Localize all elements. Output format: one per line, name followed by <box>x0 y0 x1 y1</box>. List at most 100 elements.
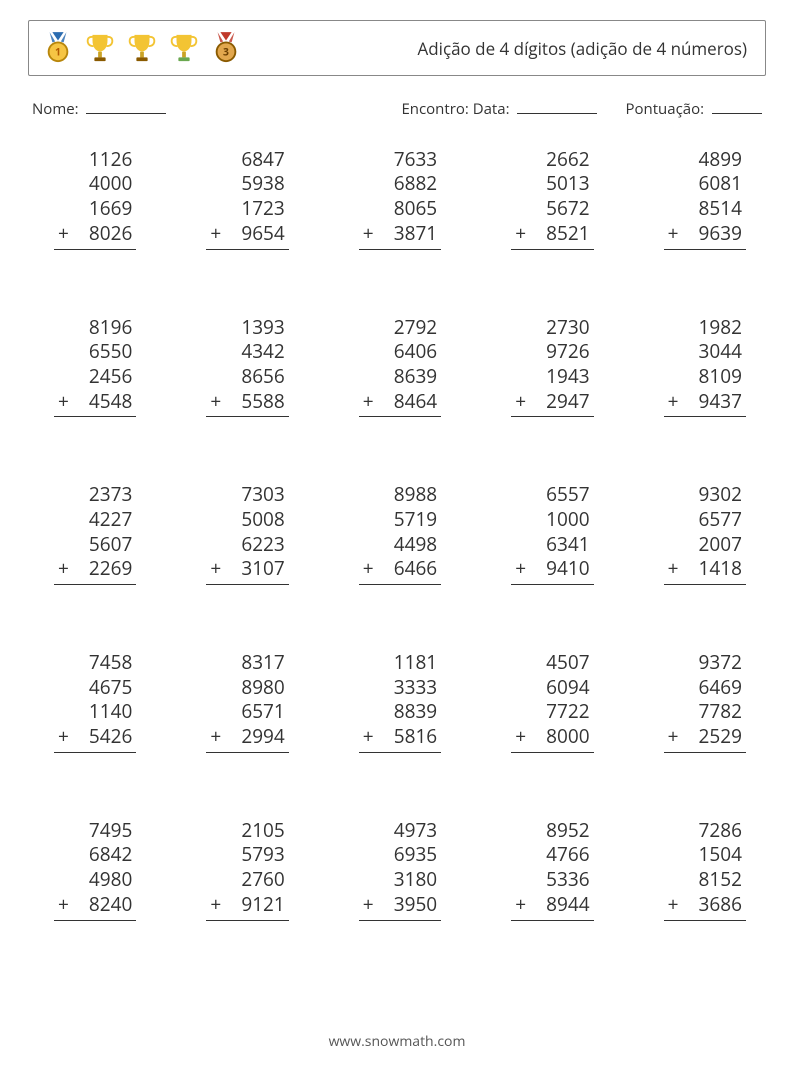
answer-line[interactable] <box>664 752 746 774</box>
addend: 6935 <box>339 842 455 867</box>
addend: 3180 <box>339 867 455 892</box>
addend: 3950 <box>394 892 437 917</box>
addition-problem: 728615048152+3686 <box>644 818 760 942</box>
problems-grid: 112640001669+8026684759381723+9654763368… <box>28 147 766 942</box>
answer-line[interactable] <box>206 752 288 774</box>
addend: 8196 <box>34 315 150 340</box>
plus-sign: + <box>515 556 526 581</box>
answer-line[interactable] <box>359 416 441 438</box>
addend: 6466 <box>394 556 437 581</box>
answer-line[interactable] <box>206 416 288 438</box>
answer-line[interactable] <box>206 249 288 271</box>
addend: 2730 <box>491 315 607 340</box>
answer-line[interactable] <box>511 416 593 438</box>
addend: 7495 <box>34 818 150 843</box>
answer-line[interactable] <box>54 416 136 438</box>
addend: 7303 <box>186 482 302 507</box>
answer-line[interactable] <box>664 249 746 271</box>
answer-line[interactable] <box>664 416 746 438</box>
last-addend-row: +8240 <box>34 892 150 917</box>
plus-sign: + <box>58 221 69 246</box>
plus-sign: + <box>210 389 221 414</box>
plus-sign: + <box>363 389 374 414</box>
plus-sign: + <box>363 892 374 917</box>
addend: 9410 <box>546 556 589 581</box>
name-blank[interactable] <box>86 98 166 114</box>
plus-sign: + <box>363 724 374 749</box>
plus-sign: + <box>58 724 69 749</box>
answer-line[interactable] <box>511 584 593 606</box>
addend: 4342 <box>186 339 302 364</box>
medal-1-icon: 1 <box>43 31 73 65</box>
last-addend-row: +3950 <box>339 892 455 917</box>
answer-line[interactable] <box>359 249 441 271</box>
answer-line[interactable] <box>54 249 136 271</box>
addend: 1982 <box>644 315 760 340</box>
last-addend-row: +9639 <box>644 221 760 246</box>
addend: 8240 <box>89 892 132 917</box>
answer-line[interactable] <box>359 752 441 774</box>
addend: 8639 <box>339 364 455 389</box>
last-addend-row: +3686 <box>644 892 760 917</box>
answer-line[interactable] <box>206 920 288 942</box>
addend: 4548 <box>89 389 132 414</box>
addend: 8317 <box>186 650 302 675</box>
addend: 1723 <box>186 196 302 221</box>
answer-line[interactable] <box>54 752 136 774</box>
answer-line[interactable] <box>54 920 136 942</box>
addition-problem: 895247665336+8944 <box>491 818 607 942</box>
last-addend-row: +3871 <box>339 221 455 246</box>
addend: 1943 <box>491 364 607 389</box>
addition-problem: 279264068639+8464 <box>339 315 455 439</box>
addition-problem: 937264697782+2529 <box>644 650 760 774</box>
plus-sign: + <box>210 556 221 581</box>
answer-line[interactable] <box>359 584 441 606</box>
addend: 6223 <box>186 532 302 557</box>
addend: 4675 <box>34 675 150 700</box>
answer-line[interactable] <box>664 584 746 606</box>
last-addend-row: +5426 <box>34 724 150 749</box>
answer-line[interactable] <box>511 920 593 942</box>
plus-sign: + <box>210 892 221 917</box>
last-addend-row: +2947 <box>491 389 607 414</box>
last-addend-row: +8026 <box>34 221 150 246</box>
answer-line[interactable] <box>359 920 441 942</box>
addend: 6577 <box>644 507 760 532</box>
answer-line[interactable] <box>664 920 746 942</box>
last-addend-row: +5588 <box>186 389 302 414</box>
date-blank[interactable] <box>517 98 597 114</box>
addend: 8514 <box>644 196 760 221</box>
answer-line[interactable] <box>206 584 288 606</box>
addend: 8944 <box>546 892 589 917</box>
addition-problem: 831789806571+2994 <box>186 650 302 774</box>
addition-problem: 898857194498+6466 <box>339 482 455 606</box>
page-title: Adição de 4 dígitos (adição de 4 números… <box>241 37 751 60</box>
addend: 6341 <box>491 532 607 557</box>
answer-line[interactable] <box>54 584 136 606</box>
addend: 8065 <box>339 196 455 221</box>
last-addend-row: +2269 <box>34 556 150 581</box>
addend: 4000 <box>34 171 150 196</box>
addition-problem: 489960818514+9639 <box>644 147 760 271</box>
answer-line[interactable] <box>511 249 593 271</box>
addition-problem: 273097261943+2947 <box>491 315 607 439</box>
addition-problem: 198230448109+9437 <box>644 315 760 439</box>
score-blank[interactable] <box>712 98 762 114</box>
addend: 5013 <box>491 171 607 196</box>
addition-problem: 684759381723+9654 <box>186 147 302 271</box>
answer-line[interactable] <box>511 752 593 774</box>
info-row: Nome: Encontro: Data: Pontuação: <box>28 98 766 119</box>
last-addend-row: +8464 <box>339 389 455 414</box>
addend: 1669 <box>34 196 150 221</box>
addend: 8980 <box>186 675 302 700</box>
addend: 4973 <box>339 818 455 843</box>
footer-text: www.snowmath.com <box>28 1032 766 1071</box>
addend: 8152 <box>644 867 760 892</box>
addend: 4766 <box>491 842 607 867</box>
addend: 9372 <box>644 650 760 675</box>
svg-text:1: 1 <box>55 46 61 60</box>
trophy-1-icon <box>85 31 115 65</box>
addend: 2662 <box>491 147 607 172</box>
addend: 6847 <box>186 147 302 172</box>
addend: 1000 <box>491 507 607 532</box>
